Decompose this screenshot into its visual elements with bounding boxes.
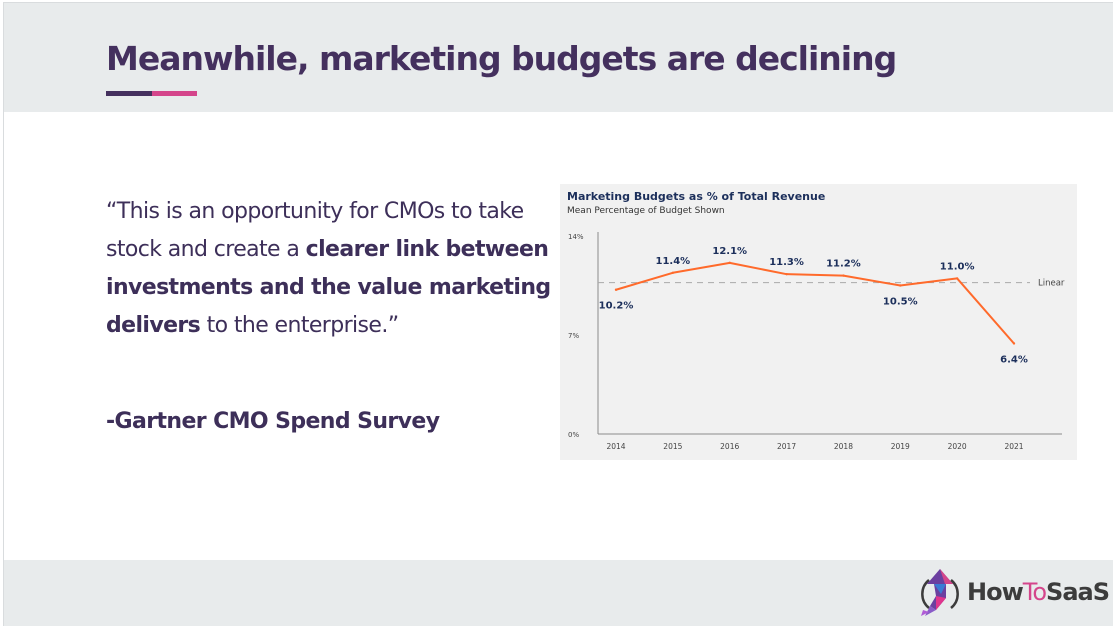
quote-part: “This is an opportunity for CMOs to take… [106,199,524,262]
chart-subtitle: Mean Percentage of Budget Shown [567,206,725,216]
footer-band: HowToSaaS [4,560,1113,626]
x-tick-label: 2017 [777,442,796,451]
howtosaas-logo: HowToSaaS [915,564,1110,620]
slide: Meanwhile, marketing budgets are declini… [3,2,1113,626]
header-band: Meanwhile, marketing budgets are declini… [4,3,1113,112]
data-point [671,271,675,274]
quote-attribution: -Gartner CMO Spend Survey [106,409,440,434]
underline-segment-accent [152,91,197,96]
data-label: 10.2% [599,301,634,312]
x-tick-label: 2021 [1004,442,1023,451]
logo-word-saas: SaaS [1046,578,1110,606]
data-point [785,272,788,276]
logo-word-how: How [967,578,1024,606]
rocket-arrow-logo-icon [921,569,959,616]
slide-title: Meanwhile, marketing budgets are declini… [106,39,897,78]
underline-segment-primary [106,91,152,96]
title-underline [106,91,197,96]
x-tick-label: 2019 [891,442,910,451]
x-tick-label: 2020 [948,442,967,451]
data-label: 11.3% [769,257,804,268]
data-label: 11.0% [940,261,975,272]
data-label: 11.4% [656,256,691,267]
data-label: 6.4% [1000,354,1028,365]
logo-word-to: To [1022,578,1047,606]
chart-title: Marketing Budgets as % of Total Revenue [567,190,825,203]
x-tick-label: 2015 [663,442,682,451]
x-tick-label: 2016 [720,442,739,451]
data-point [1012,342,1016,345]
data-point [955,277,959,280]
data-point [842,274,845,277]
logo-wordmark: HowToSaaS [967,578,1110,606]
reference-line-label: Linear [1038,279,1065,289]
y-tick-label: 7% [568,332,579,340]
quote-emphasis: clearer link between investments and the… [106,237,551,338]
x-tick-label: 2014 [606,442,625,451]
y-tick-label: 0% [568,431,579,439]
data-label: 10.5% [883,297,918,308]
quote-part: to the enterprise.” [200,313,400,338]
x-tick-label: 2018 [834,442,853,451]
chart-panel: Marketing Budgets as % of Total Revenue … [560,184,1077,460]
data-point [899,284,902,287]
y-tick-label: 14% [568,233,584,241]
data-point [728,261,731,265]
data-label: 11.2% [826,259,861,270]
data-point [614,288,618,291]
data-label: 12.1% [712,246,747,257]
series-line [615,261,1015,345]
quote-text: “This is an opportunity for CMOs to take… [106,193,556,345]
line-chart: Marketing Budgets as % of Total Revenue … [567,190,1065,451]
